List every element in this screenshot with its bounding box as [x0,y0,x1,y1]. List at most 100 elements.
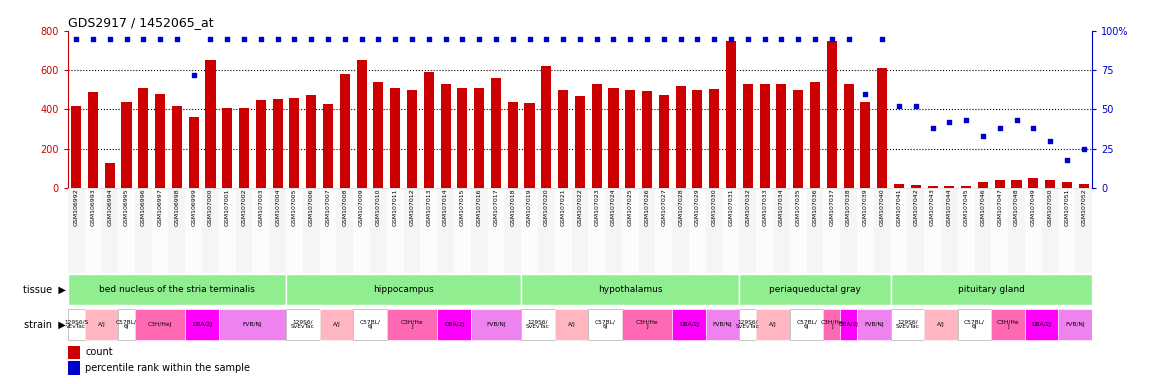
Point [235,35,253,41]
Bar [1028,178,1038,188]
Text: GSM107042: GSM107042 [913,188,918,226]
Bar [88,92,98,188]
Bar [944,186,954,188]
Point [403,35,422,41]
Bar [420,188,437,273]
Bar [290,98,299,188]
FancyBboxPatch shape [471,309,521,340]
Text: FVB/NJ: FVB/NJ [864,322,883,327]
Bar [759,84,770,188]
Bar [218,188,236,273]
Text: GSM107014: GSM107014 [443,188,449,226]
Bar [689,188,705,273]
Bar [874,188,890,273]
Text: GSM107005: GSM107005 [292,188,297,226]
Text: GSM107045: GSM107045 [964,188,968,226]
FancyBboxPatch shape [286,274,521,306]
Point [167,35,186,41]
Text: GSM107000: GSM107000 [208,188,213,226]
Bar [138,88,148,188]
Text: 129S6/
SvEvTac: 129S6/ SvEvTac [291,319,314,329]
Text: GSM107040: GSM107040 [880,188,884,226]
Bar [437,188,454,273]
Bar [827,41,836,188]
Bar [353,188,370,273]
Bar [252,188,270,273]
Text: pituitary gland: pituitary gland [958,285,1024,295]
Text: periaqueductal gray: periaqueductal gray [769,285,861,295]
Point [856,91,875,97]
Point [688,35,707,41]
Bar [609,88,619,188]
Bar [924,188,941,273]
Text: GSM107011: GSM107011 [392,188,397,226]
FancyBboxPatch shape [84,309,118,340]
Text: GSM107012: GSM107012 [410,188,415,226]
Bar [726,41,736,188]
Text: GSM107036: GSM107036 [813,188,818,226]
Bar [152,188,168,273]
Bar [1078,184,1089,188]
Bar [857,188,874,273]
FancyBboxPatch shape [387,309,437,340]
Text: GSM106992: GSM106992 [74,188,78,226]
Bar [538,188,555,273]
Point [806,35,825,41]
Bar [773,188,790,273]
Text: GSM107027: GSM107027 [661,188,667,226]
Text: GSM107035: GSM107035 [795,188,801,226]
Bar [508,101,517,188]
Point [1007,118,1026,124]
Text: GSM107024: GSM107024 [611,188,616,226]
Point [672,35,690,41]
Bar [894,184,904,188]
Bar [655,188,673,273]
FancyBboxPatch shape [437,309,471,340]
Point [554,35,572,41]
FancyBboxPatch shape [857,309,890,340]
Text: GSM107017: GSM107017 [493,188,499,226]
Point [218,35,237,41]
FancyBboxPatch shape [118,309,135,340]
Bar [471,188,487,273]
FancyBboxPatch shape [68,309,84,340]
FancyBboxPatch shape [924,309,958,340]
Bar [458,88,467,188]
Bar [168,188,186,273]
Bar [809,82,820,188]
FancyBboxPatch shape [705,309,739,340]
Bar [1076,188,1092,273]
Point [738,35,757,41]
Text: GSM107037: GSM107037 [829,188,834,226]
Point [1041,138,1059,144]
Bar [790,188,807,273]
FancyBboxPatch shape [353,309,387,340]
Bar [927,186,938,188]
Bar [659,95,669,188]
Text: A/J: A/J [770,322,777,327]
Bar [390,88,401,188]
Text: GSM107026: GSM107026 [645,188,649,226]
Text: GSM107013: GSM107013 [426,188,431,226]
Bar [105,162,114,188]
Text: DBA/2J: DBA/2J [192,322,213,327]
Point [756,35,774,41]
Point [638,35,656,41]
Text: GSM107032: GSM107032 [745,188,750,226]
Text: 129S6/
SvEvTac: 129S6/ SvEvTac [736,319,759,329]
Bar [1024,188,1042,273]
FancyBboxPatch shape [1058,309,1092,340]
Bar [1042,188,1058,273]
Text: GSM107047: GSM107047 [997,188,1002,226]
Text: GSM107023: GSM107023 [595,188,599,226]
Bar [555,188,571,273]
Text: GSM107002: GSM107002 [242,188,246,226]
Bar [1062,182,1072,188]
Point [151,35,169,41]
Text: GSM107019: GSM107019 [527,188,533,226]
Text: GSM107030: GSM107030 [711,188,717,226]
Text: 129S6/S
vEvTac: 129S6/S vEvTac [64,319,89,329]
Text: GSM107009: GSM107009 [359,188,364,226]
Point [436,35,454,41]
Point [487,35,506,41]
